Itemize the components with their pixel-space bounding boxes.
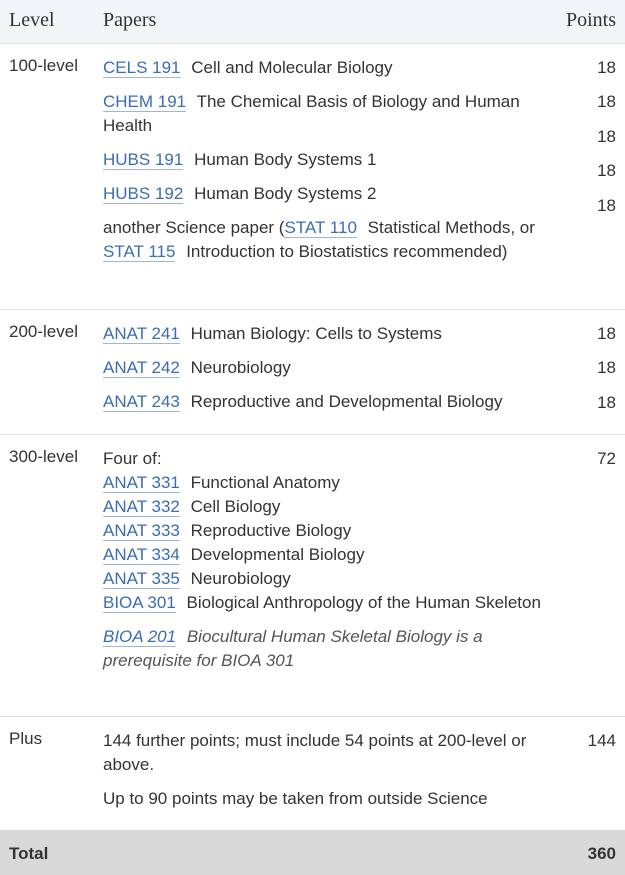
- list-item: ANAT 332 Cell Biology: [103, 495, 543, 519]
- level-label: 300-level: [9, 447, 78, 466]
- list-item: ANAT 331 Functional Anatomy: [103, 471, 543, 495]
- note-text: Biocultural Human Skeletal Biology is a …: [103, 627, 483, 670]
- level-label: 100-level: [9, 56, 78, 75]
- paper-code-link[interactable]: HUBS 191: [103, 150, 184, 170]
- paper-title: Human Body Systems 2: [194, 184, 377, 203]
- header-papers: Papers: [103, 9, 157, 31]
- paper-code-link[interactable]: ANAT 242: [103, 358, 180, 378]
- paper-title: Introduction to Biostatistics recommende…: [186, 242, 508, 261]
- paper-code-link[interactable]: ANAT 334: [103, 545, 180, 565]
- row-100-level: 100-level CELS 191 Cell and Molecular Bi…: [0, 44, 625, 310]
- paper-title: Cell and Molecular Biology: [191, 58, 393, 77]
- paper-title: Cell Biology: [190, 497, 281, 516]
- level-label: Plus: [9, 729, 43, 748]
- points-value: 144: [587, 731, 616, 750]
- prerequisite-note: BIOA 201 Biocultural Human Skeletal Biol…: [103, 625, 543, 673]
- paper-title: Human Biology: Cells to Systems: [190, 324, 442, 343]
- paper-code-link[interactable]: BIOA 301: [103, 593, 176, 613]
- paper-code-link[interactable]: HUBS 192: [103, 184, 184, 204]
- points-cell: 72: [597, 447, 616, 481]
- requirement-text: 144 further points; must include 54 poin…: [103, 731, 527, 774]
- points-cell: 144: [588, 729, 616, 763]
- paper-item: CHEM 191 The Chemical Basis of Biology a…: [103, 90, 543, 138]
- total-points: 360: [587, 844, 616, 863]
- list-item: ANAT 334 Developmental Biology: [103, 543, 543, 567]
- row-300-level: 300-level Four of: ANAT 331 Functional A…: [0, 435, 625, 717]
- paper-title: Statistical Methods, or: [367, 218, 535, 237]
- list-item: BIOA 301 Biological Anthropology of the …: [103, 591, 543, 615]
- row-plus: Plus 144 further points; must include 54…: [0, 717, 625, 831]
- paper-title: Functional Anatomy: [190, 473, 340, 492]
- paper-text: another Science paper (: [103, 218, 285, 237]
- table-header: Level Papers Points: [0, 0, 625, 44]
- paper-code-link[interactable]: CELS 191: [103, 58, 181, 78]
- points-value: 18: [597, 92, 616, 112]
- papers-cell: Four of: ANAT 331 Functional Anatomy ANA…: [103, 435, 543, 673]
- paper-title: Biological Anthropology of the Human Ske…: [186, 593, 541, 612]
- level-label: 200-level: [9, 322, 78, 341]
- points-value: 18: [597, 195, 616, 215]
- paper-code-link[interactable]: ANAT 243: [103, 392, 180, 412]
- paper-code-link[interactable]: STAT 110: [284, 218, 357, 238]
- paper-item: another Science paper (STAT 110 Statisti…: [103, 216, 543, 264]
- points-value: 18: [597, 392, 616, 412]
- paper-item: CELS 191 Cell and Molecular Biology: [103, 56, 543, 80]
- paper-code-link[interactable]: ANAT 331: [103, 473, 180, 493]
- paper-item: ANAT 241 Human Biology: Cells to Systems: [103, 322, 543, 346]
- paper-code-link[interactable]: CHEM 191: [103, 92, 187, 112]
- paper-option-list: Four of: ANAT 331 Functional Anatomy ANA…: [103, 447, 543, 615]
- header-points: Points: [565, 9, 616, 31]
- points-value: 18: [597, 358, 616, 378]
- paper-code-link[interactable]: ANAT 241: [103, 324, 180, 344]
- paper-code-link[interactable]: ANAT 333: [103, 521, 180, 541]
- list-item: ANAT 335 Neurobiology: [103, 567, 543, 591]
- paper-title: Reproductive Biology: [190, 521, 352, 540]
- points-cell: 18 18 18: [597, 322, 616, 425]
- list-item: ANAT 333 Reproductive Biology: [103, 519, 543, 543]
- paper-title: Neurobiology: [190, 358, 291, 377]
- total-label: Total: [9, 844, 49, 863]
- total-row: Total 360: [0, 830, 625, 875]
- paper-code-link[interactable]: STAT 115: [103, 242, 176, 262]
- paper-code-link[interactable]: ANAT 332: [103, 497, 180, 517]
- header-level: Level: [9, 9, 55, 31]
- points-value: 18: [597, 58, 616, 77]
- paper-item: ANAT 242 Neurobiology: [103, 356, 543, 380]
- list-intro: Four of:: [103, 449, 162, 468]
- paper-title: Developmental Biology: [190, 545, 365, 564]
- paper-title: The Chemical Basis of Biology and Human …: [103, 92, 520, 135]
- paper-item: ANAT 243 Reproductive and Developmental …: [103, 390, 543, 414]
- row-200-level: 200-level ANAT 241 Human Biology: Cells …: [0, 310, 625, 435]
- paper-title: Neurobiology: [190, 569, 291, 588]
- points-value: 72: [597, 449, 616, 468]
- paper-code-link[interactable]: BIOA 201: [103, 627, 177, 647]
- paper-item: HUBS 192 Human Body Systems 2: [103, 182, 543, 206]
- paper-title: Reproductive and Developmental Biology: [190, 392, 503, 411]
- points-cell: 18 18 18 18 18: [597, 56, 616, 228]
- papers-cell: ANAT 241 Human Biology: Cells to Systems…: [103, 310, 543, 414]
- paper-code-link[interactable]: ANAT 335: [103, 569, 180, 589]
- papers-cell: 144 further points; must include 54 poin…: [103, 717, 543, 811]
- points-value: 18: [597, 161, 616, 181]
- paper-title: Human Body Systems 1: [194, 150, 377, 169]
- requirement-text: Up to 90 points may be taken from outsid…: [103, 789, 488, 808]
- papers-cell: CELS 191 Cell and Molecular Biology CHEM…: [103, 44, 543, 264]
- points-value: 18: [597, 324, 616, 343]
- points-value: 18: [597, 126, 616, 146]
- paper-item: HUBS 191 Human Body Systems 1: [103, 148, 543, 172]
